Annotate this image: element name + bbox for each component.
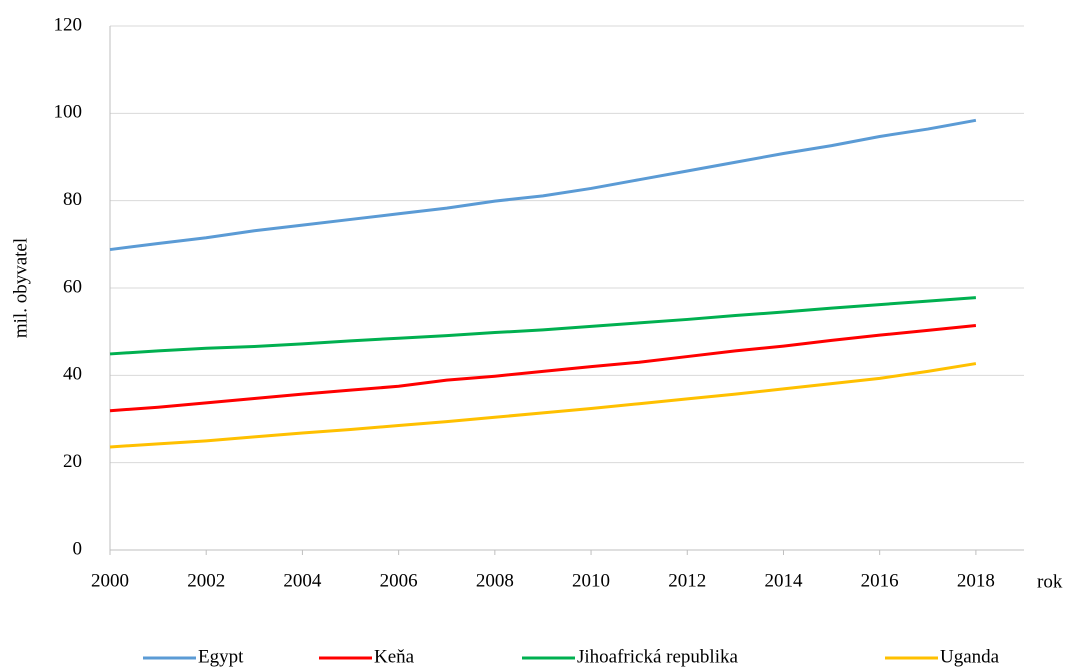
legend-label: Jihoafrická republika xyxy=(577,646,738,667)
y-tick-label: 40 xyxy=(63,364,82,385)
y-tick-label: 80 xyxy=(63,189,82,210)
x-tick-label: 2010 xyxy=(572,570,610,591)
y-tick-label: 20 xyxy=(63,451,82,472)
x-tick-label: 2008 xyxy=(476,570,514,591)
x-tick-label: 2000 xyxy=(91,570,129,591)
x-tick-label: 2004 xyxy=(283,570,322,591)
y-tick-label: 100 xyxy=(54,102,83,123)
legend-label: Egypt xyxy=(198,646,244,667)
y-tick-label: 120 xyxy=(54,14,83,35)
legend-label: Uganda xyxy=(940,646,1000,667)
x-axis-label: rok xyxy=(1037,571,1063,592)
series-line xyxy=(109,118,977,252)
y-tick-label: 0 xyxy=(73,538,83,559)
x-tick-label: 2018 xyxy=(957,570,995,591)
series-line xyxy=(109,296,977,356)
y-tick-label: 60 xyxy=(63,276,82,297)
x-tick-label: 2006 xyxy=(380,570,418,591)
x-tick-label: 2002 xyxy=(187,570,225,591)
x-tick-label: 2016 xyxy=(861,570,899,591)
x-tick-label: 2012 xyxy=(668,570,706,591)
series-line xyxy=(109,324,977,413)
x-tick-label: 2014 xyxy=(764,570,803,591)
y-axis-label: mil. obyvatel xyxy=(10,238,31,338)
series-line xyxy=(109,362,977,449)
legend-label: Keňa xyxy=(374,646,415,667)
